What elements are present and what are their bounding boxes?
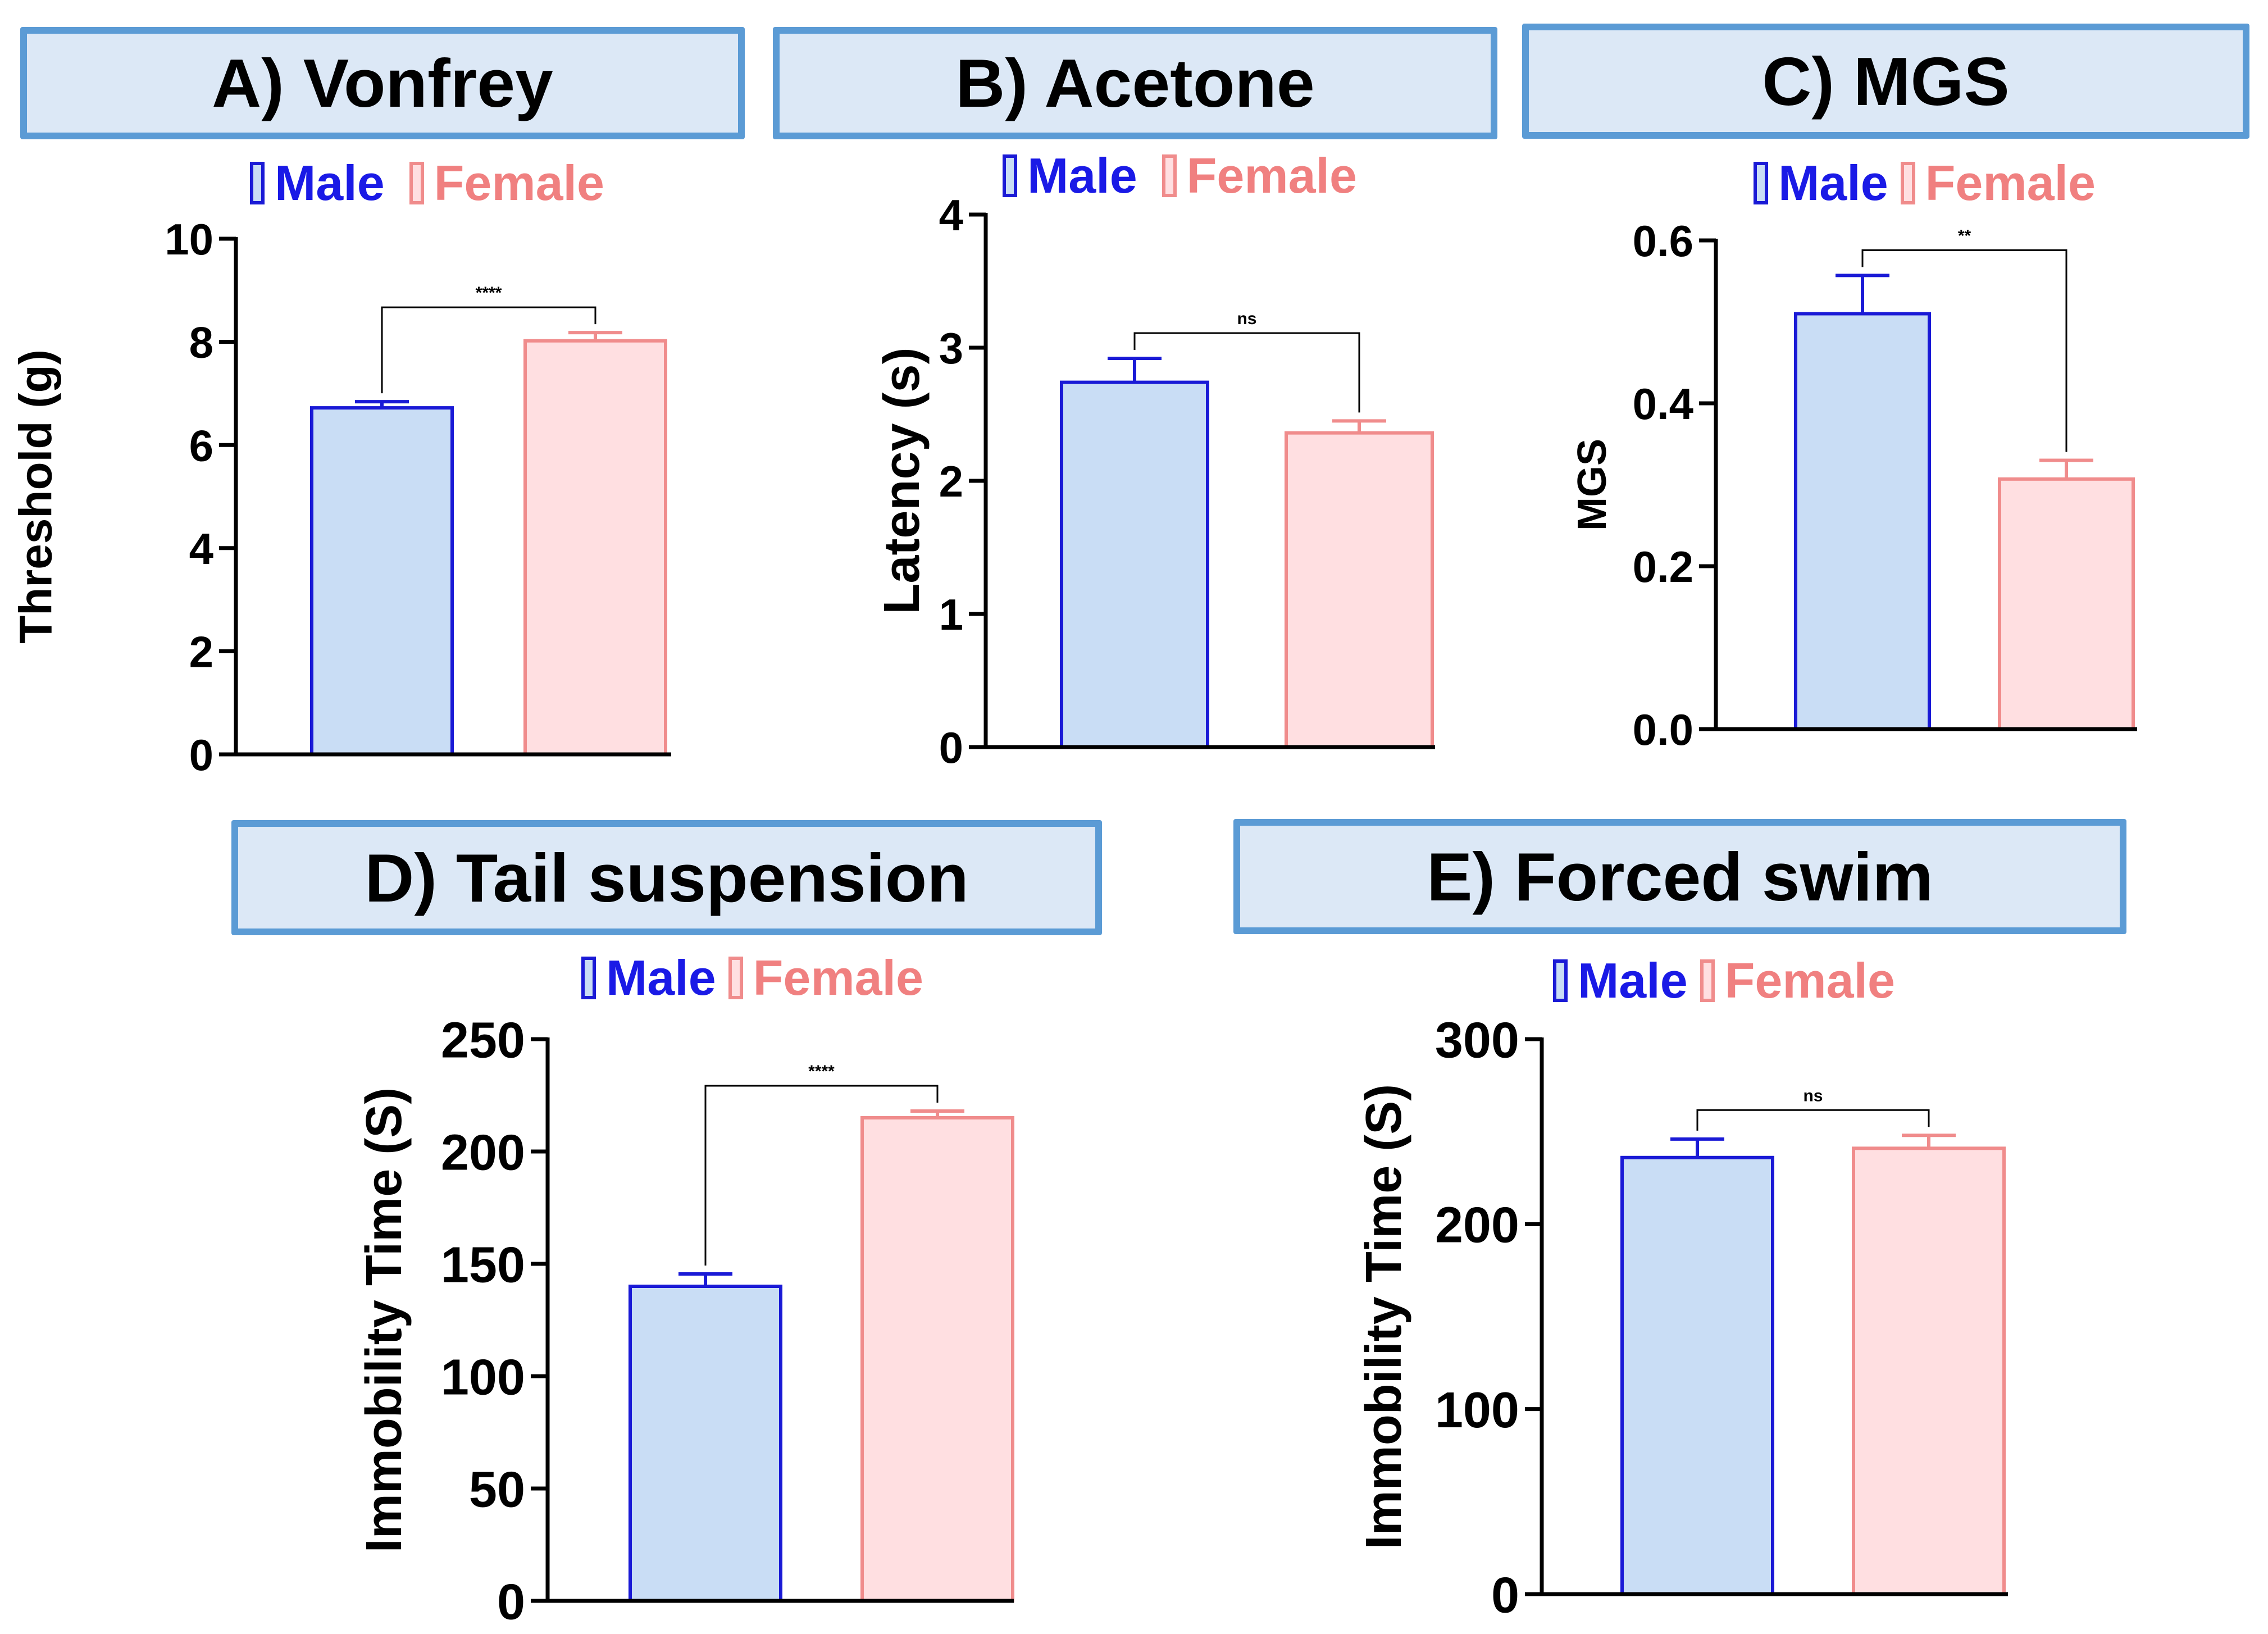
legend-male-swatch (1553, 959, 1568, 1002)
legend-female-swatch (728, 957, 743, 999)
y-tick-label: 300 (1435, 1012, 1519, 1068)
panel-c-legend: Male Female (1754, 154, 2120, 212)
y-tick-label: 0.2 (1633, 542, 1693, 591)
y-axis-label: Immobility Time (S) (1356, 1084, 1412, 1549)
panel-e-title: E) Forced swim (1233, 819, 2126, 934)
y-tick-label: 4 (939, 190, 963, 240)
y-tick-label: 50 (469, 1462, 525, 1518)
legend-male-label: Male (275, 155, 385, 211)
y-tick-label: 0.0 (1633, 705, 1693, 754)
legend-male: Male (1754, 154, 1888, 212)
significance-bracket (1696, 1109, 1930, 1131)
y-tick-label: 100 (1435, 1382, 1519, 1439)
y-tick-label: 200 (441, 1125, 525, 1181)
legend-male-swatch (1003, 154, 1017, 197)
y-axis-label: Immobility Time (S) (356, 1087, 412, 1553)
legend-male-swatch (1754, 162, 1768, 204)
significance-bracket (381, 306, 596, 394)
y-tick-label: 1 (939, 590, 963, 639)
y-tick-label: 8 (189, 318, 213, 367)
y-tick-label: 0 (189, 730, 213, 780)
panel-c-title: C) MGS (1522, 24, 2249, 139)
legend-male: Male (1003, 147, 1137, 204)
legend-male: Male (250, 154, 385, 212)
bar-female (1852, 1146, 2006, 1596)
legend-male-swatch (250, 162, 265, 204)
legend-female: Female (1900, 154, 2096, 212)
y-tick-label: 2 (939, 457, 963, 506)
legend-female: Female (1700, 952, 1895, 1009)
y-tick-label: 0 (1491, 1567, 1519, 1623)
legend-female-label: Female (434, 155, 604, 211)
y-tick-label: 0 (497, 1574, 525, 1630)
legend-male-label: Male (1027, 148, 1137, 203)
legend-female-swatch (409, 162, 424, 204)
legend-male-swatch (581, 957, 596, 999)
panel-b-legend: Male Female (1003, 147, 1382, 204)
y-axis-label: Latency (s) (874, 347, 930, 614)
legend-female: Female (728, 949, 923, 1007)
bar-male (629, 1285, 782, 1603)
y-tick-label: 0.6 (1633, 216, 1693, 266)
legend-male: Male (1553, 952, 1688, 1009)
significance-bracket (1133, 332, 1360, 413)
y-axis-label: Threshold (g) (11, 349, 62, 644)
bar-male (1794, 312, 1931, 731)
legend-male: Male (581, 949, 716, 1007)
legend-female: Female (1162, 147, 1357, 204)
legend-female-label: Female (1724, 953, 1895, 1008)
panel-a-legend: Male Female (250, 154, 629, 212)
legend-male-label: Male (606, 950, 716, 1005)
legend-female-label: Female (1186, 148, 1357, 203)
significance-label: **** (476, 284, 502, 302)
y-tick-label: 2 (189, 627, 213, 676)
y-tick-label: 200 (1435, 1198, 1519, 1254)
panel-b-title: B) Acetone (773, 27, 1497, 139)
legend-female-label: Female (753, 950, 923, 1005)
y-tick-label: 0.4 (1633, 379, 1693, 429)
legend-female-label: Female (1925, 155, 2096, 211)
panel-d-legend: Male Female (581, 949, 948, 1007)
y-tick-label: 4 (189, 524, 213, 574)
y-axis-label: MGS (1570, 439, 1615, 531)
legend-male-label: Male (1578, 953, 1688, 1008)
significance-label: **** (808, 1062, 835, 1081)
y-tick-label: 0 (939, 723, 963, 772)
legend-male-label: Male (1778, 155, 1888, 211)
y-tick-label: 100 (441, 1349, 525, 1405)
legend-female-swatch (1162, 154, 1177, 197)
bar-male (310, 406, 454, 756)
significance-bracket (1861, 249, 2067, 452)
y-tick-label: 250 (441, 1012, 525, 1068)
panel-d-title: D) Tail suspension (231, 820, 1102, 935)
legend-female-swatch (1900, 162, 1915, 204)
significance-label: ns (1237, 309, 1256, 328)
legend-female: Female (409, 154, 604, 212)
y-tick-label: 150 (441, 1237, 525, 1293)
y-tick-label: 10 (165, 215, 213, 264)
bar-female (1998, 477, 2135, 731)
bar-male (1620, 1155, 1774, 1596)
significance-label: ns (1803, 1086, 1823, 1105)
bar-female (860, 1116, 1014, 1603)
y-tick-label: 3 (939, 324, 963, 373)
legend-female-swatch (1700, 959, 1715, 1002)
panel-e-legend: Male Female (1553, 952, 1920, 1009)
panel-a-title: A) Vonfrey (20, 27, 745, 139)
y-tick-label: 6 (189, 421, 213, 470)
significance-label: ** (1958, 226, 1971, 245)
significance-bracket (704, 1085, 939, 1266)
